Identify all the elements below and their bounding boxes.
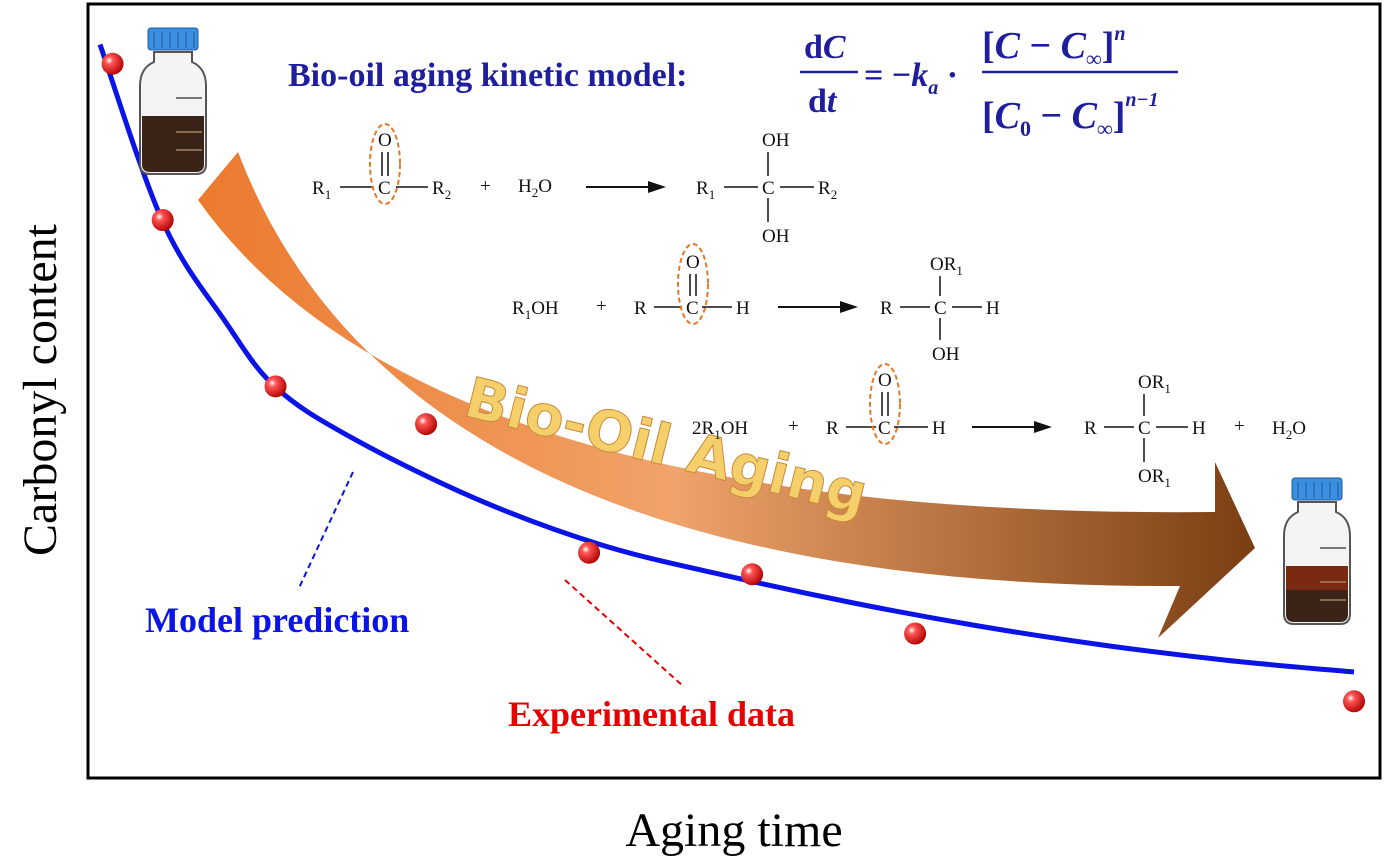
- y-axis-label: Carbonyl content: [14, 223, 67, 556]
- reaction-3: 2R1OH + R C O H R C OR1 OR1 H + H2O: [692, 363, 1306, 490]
- svg-text:H: H: [986, 298, 1000, 319]
- svg-text:C: C: [934, 298, 947, 319]
- dt-denominator: dt: [808, 83, 838, 120]
- aged-bio-oil-bottle-icon: [1283, 477, 1351, 625]
- svg-text:C: C: [378, 178, 391, 199]
- svg-text:H: H: [736, 298, 750, 319]
- experimental-point: [578, 541, 601, 564]
- svg-text:OR1: OR1: [1138, 466, 1171, 490]
- data-leader-line: [564, 579, 684, 687]
- formula-bottom: [C0 − C∞]n−1: [982, 89, 1159, 141]
- svg-text:R1: R1: [312, 178, 331, 202]
- svg-text:O: O: [878, 370, 892, 391]
- svg-text:R2: R2: [432, 178, 451, 202]
- svg-text:R: R: [826, 418, 839, 439]
- svg-text:C: C: [878, 418, 891, 439]
- svg-text:OH: OH: [762, 130, 790, 151]
- svg-text:H2O: H2O: [518, 176, 552, 200]
- reaction-1: R1 C O R2 + H2O R1 C OH OH R2: [312, 123, 837, 247]
- svg-text:H: H: [932, 418, 946, 439]
- svg-text:+: +: [1234, 416, 1245, 437]
- svg-text:O: O: [686, 252, 700, 273]
- svg-text:R2: R2: [818, 178, 837, 202]
- experimental-points: [101, 52, 1365, 713]
- plot-frame: [86, 2, 1382, 780]
- svg-text:+: +: [788, 416, 799, 437]
- svg-text:R1: R1: [696, 178, 715, 202]
- svg-text:O: O: [378, 130, 392, 151]
- svg-text:C: C: [762, 178, 775, 199]
- svg-text:2R1OH: 2R1OH: [692, 418, 748, 442]
- svg-text:OR1: OR1: [930, 254, 963, 278]
- formula-label: Bio-oil aging kinetic model:: [288, 57, 688, 94]
- svg-text:OH: OH: [932, 344, 960, 365]
- svg-text:+: +: [596, 296, 607, 317]
- experimental-data-label: Experimental data: [508, 694, 795, 734]
- aging-arrow: [198, 152, 1255, 638]
- x-axis-label: Aging time: [625, 804, 842, 857]
- svg-text:R: R: [1084, 418, 1097, 439]
- formula-top: [C − C∞]n: [982, 23, 1126, 71]
- experimental-point: [415, 413, 438, 436]
- svg-text:R: R: [634, 298, 647, 319]
- experimental-point: [1343, 690, 1365, 713]
- svg-text:OH: OH: [762, 226, 790, 247]
- svg-text:H2O: H2O: [1272, 418, 1306, 442]
- experimental-point: [741, 563, 764, 586]
- experimental-point: [264, 375, 287, 398]
- formula-rhs: = −ka ·: [864, 57, 958, 99]
- svg-text:R: R: [880, 298, 893, 319]
- experimental-point: [151, 209, 174, 232]
- svg-text:R1OH: R1OH: [512, 298, 559, 322]
- svg-text:+: +: [480, 176, 491, 197]
- experimental-point: [904, 622, 927, 645]
- fresh-bio-oil-bottle-icon: [139, 27, 207, 175]
- dc-numerator: dC: [804, 29, 846, 66]
- model-prediction-label: Model prediction: [145, 600, 409, 640]
- svg-text:C: C: [686, 298, 699, 319]
- model-prediction-line: [97, 43, 1355, 675]
- model-leader-line: [297, 471, 354, 591]
- kinetic-model-formula: Bio-oil aging kinetic model: dC dt = −ka…: [288, 23, 1178, 141]
- svg-text:OR1: OR1: [1138, 372, 1171, 396]
- experimental-point: [101, 52, 124, 75]
- svg-text:H: H: [1192, 418, 1206, 439]
- svg-text:C: C: [1138, 418, 1151, 439]
- reaction-2: R1OH + R C O H R C OR1 OH H: [512, 243, 1000, 365]
